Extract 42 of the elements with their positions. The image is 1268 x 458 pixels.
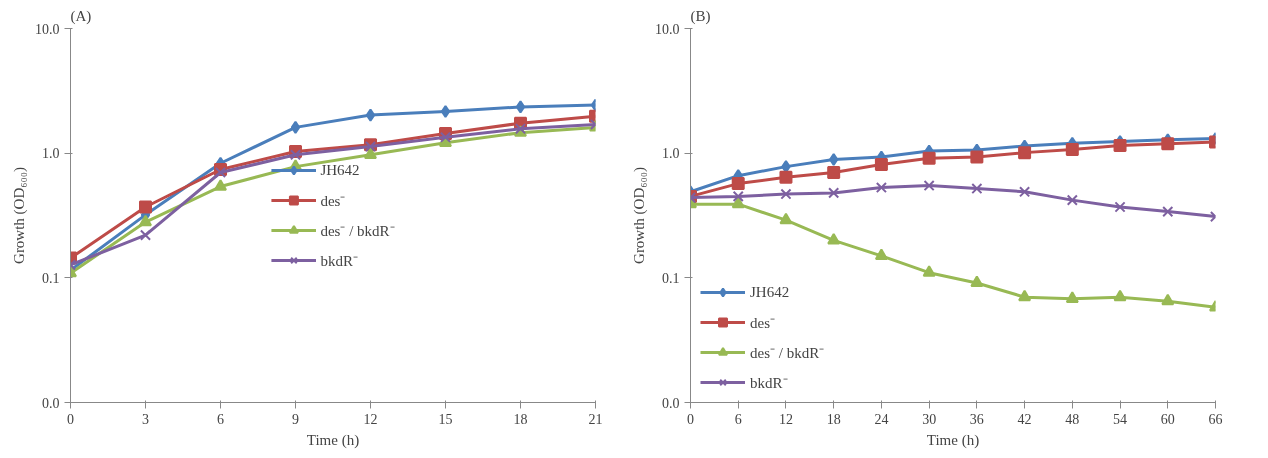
x-tick-label: 42 — [1017, 411, 1032, 427]
y-tick-label: 10.0 — [35, 21, 60, 37]
legend-label: des⁻ — [320, 192, 346, 210]
x-tick-label: 6 — [734, 411, 742, 427]
legend-label: des⁻ / bkdR⁻ — [320, 222, 395, 240]
x-tick-label: 3 — [142, 411, 149, 427]
legend-label: JH642 — [750, 283, 790, 301]
x-tick-label: 9 — [292, 411, 299, 427]
y-tick-label: 0.0 — [42, 395, 60, 411]
x-tick-label: 24 — [874, 411, 889, 427]
y-tick-label: 0.0 — [662, 395, 680, 411]
chart-title: (B) — [690, 7, 711, 25]
y-tick-label: 1.0 — [662, 146, 680, 162]
x-tick-label: 48 — [1065, 411, 1080, 427]
legend-label: bkdR⁻ — [750, 374, 788, 392]
y-tick-label: 1.0 — [42, 146, 60, 162]
legend-label: des⁻ / bkdR⁻ — [750, 344, 825, 362]
legend-label: JH642 — [320, 161, 360, 179]
x-tick-label: 12 — [778, 411, 793, 427]
x-tick-label: 30 — [922, 411, 937, 427]
y-tick-label: 0.1 — [42, 270, 60, 286]
x-tick-label: 66 — [1208, 411, 1223, 427]
x-tick-label: 18 — [513, 411, 528, 427]
x-axis-title: Time (h) — [306, 431, 360, 449]
x-tick-label: 6 — [217, 411, 224, 427]
x-tick-label: 21 — [588, 411, 603, 427]
x-tick-label: 54 — [1113, 411, 1128, 427]
x-tick-label: 0 — [67, 411, 74, 427]
x-tick-label: 60 — [1160, 411, 1175, 427]
x-tick-label: 18 — [826, 411, 841, 427]
legend-label: bkdR⁻ — [320, 252, 358, 270]
y-tick-label: 0.1 — [662, 270, 680, 286]
y-axis-title: Growth (OD₆₀₀) — [631, 167, 648, 264]
x-tick-label: 0 — [687, 411, 694, 427]
x-tick-label: 36 — [969, 411, 984, 427]
x-tick-label: 15 — [438, 411, 453, 427]
x-tick-label: 12 — [363, 411, 378, 427]
chart-title: (A) — [70, 7, 92, 25]
y-axis-title: Growth (OD₆₀₀) — [11, 167, 28, 264]
legend-label: des⁻ — [750, 314, 775, 332]
y-tick-label: 10.0 — [655, 21, 680, 37]
x-axis-title: Time (h) — [926, 431, 980, 449]
